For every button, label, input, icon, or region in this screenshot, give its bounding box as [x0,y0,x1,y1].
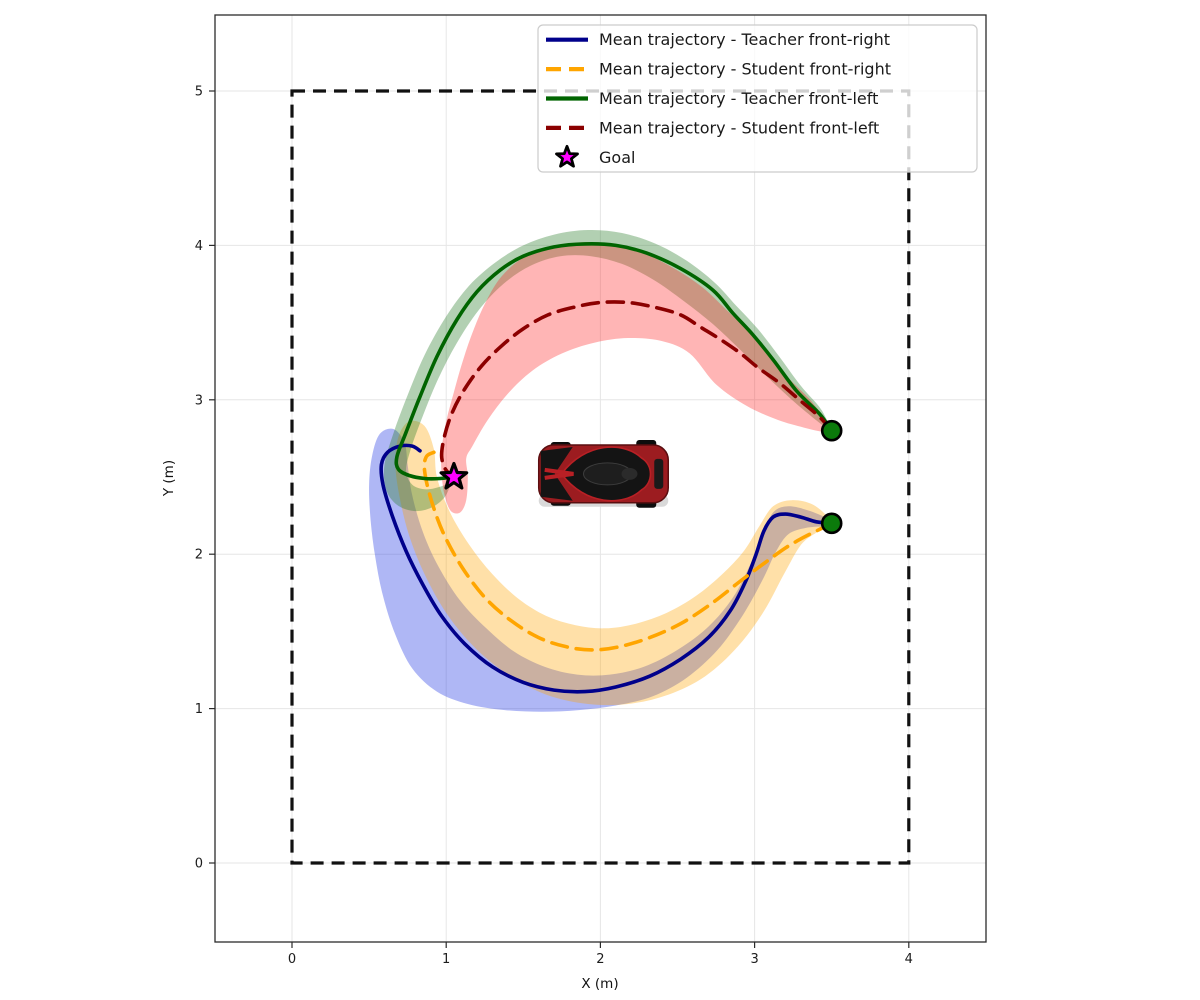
x-axis-label: X (m) [581,976,618,992]
car-engine-cover [621,467,638,480]
y-tick-label: 1 [195,702,203,717]
variance-student-front-left-region [441,242,832,514]
variance-student-front-right-region [395,420,832,706]
y-tick-label: 0 [195,857,203,872]
x-tick-label: 2 [596,952,604,967]
y-tick-label: 2 [195,548,203,563]
trajectory-line [394,241,834,481]
x-tick-label: 3 [750,952,758,967]
mean-trajectories [379,241,834,694]
y-axis-label: Y (m) [161,460,177,497]
start-point-marker [820,419,843,442]
y-tick-label: 5 [195,85,203,100]
variance-teacher-front-left-region [383,229,832,512]
x-tick-label: 4 [905,952,913,967]
trajectory-line [439,300,834,476]
car-rear-band [654,458,664,489]
y-tick-label: 4 [195,239,203,254]
x-tick-label: 0 [288,952,296,967]
legend-label: Mean trajectory - Teacher front-left [599,89,878,108]
car-image [537,440,669,508]
variance-regions [369,229,832,712]
trajectory-line [422,450,834,652]
goal-and-start-markers [439,419,843,535]
start-point-marker [820,512,843,535]
legend-label: Goal [599,148,635,167]
variance-teacher-front-right-region [369,428,832,712]
car-front-chevron [544,467,574,480]
legend-star-swatch [555,144,579,168]
axes: 0 1 2 3 4 0 1 2 3 4 5 [195,14,987,967]
legend-label: Mean trajectory - Student front-left [599,118,879,137]
goal-star-marker [439,461,469,490]
legend-label: Mean trajectory - Teacher front-right [599,30,890,49]
legend: Mean trajectory - Teacher front-right Mea… [537,24,978,173]
legend-box [537,24,978,173]
legend-label: Mean trajectory - Student front-right [599,60,891,79]
y-tick-label: 3 [195,393,203,408]
trajectory-line [379,443,834,694]
x-tick-label: 1 [442,952,450,967]
car-nose-vents [540,447,573,501]
